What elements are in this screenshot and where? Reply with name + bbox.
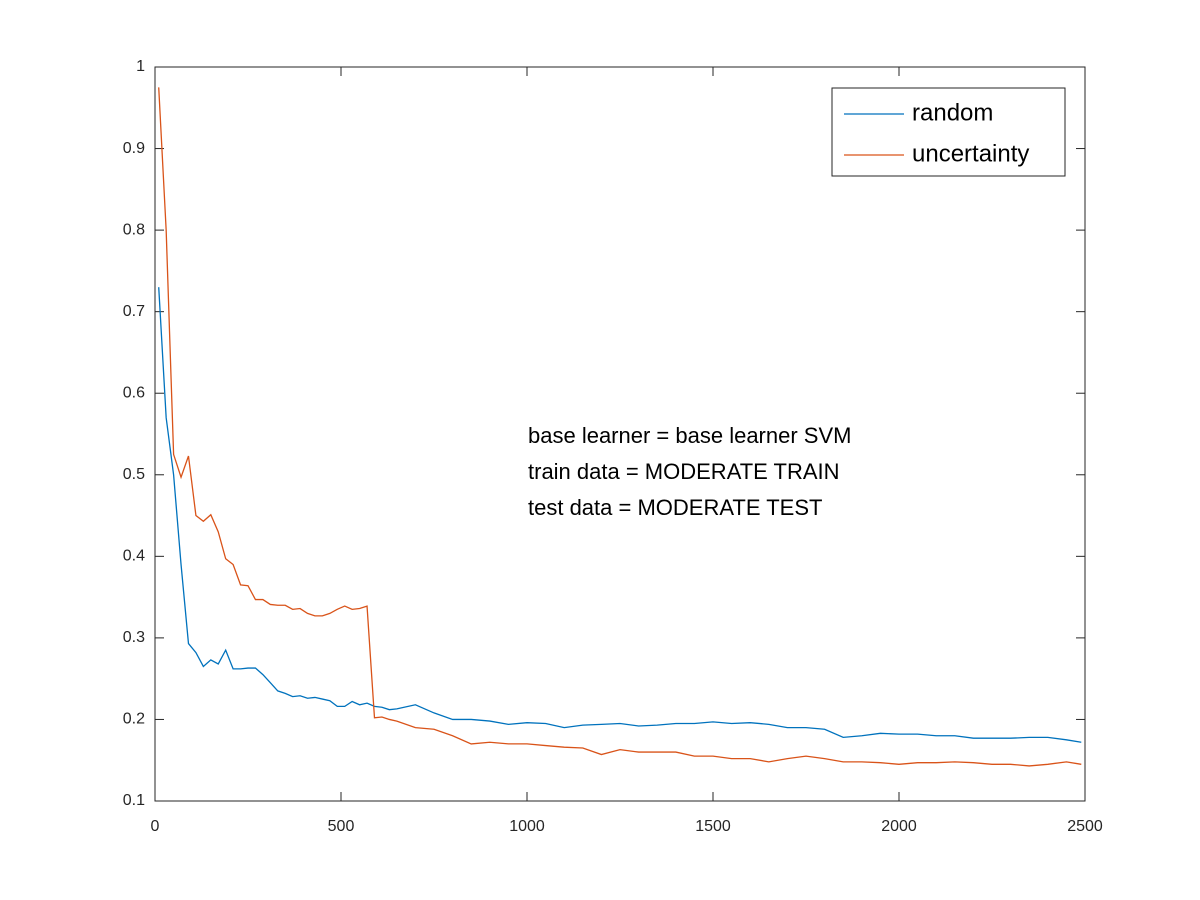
series-line <box>158 87 1082 767</box>
legend-label: uncertainty <box>912 140 1029 167</box>
x-tick-label: 2000 <box>881 818 917 835</box>
y-tick-label: 0.6 <box>123 384 145 401</box>
y-tick-label: 0.4 <box>123 548 145 565</box>
y-tick-label: 0.8 <box>123 221 145 238</box>
legend-box <box>831 87 1066 177</box>
y-tick-label: 0.1 <box>123 792 145 809</box>
x-tick-label: 500 <box>328 818 355 835</box>
series-line <box>158 287 1082 743</box>
y-tick-label: 0.2 <box>123 711 145 728</box>
annotation: test data = MODERATE TEST <box>528 495 822 520</box>
x-tick-label: 1500 <box>695 818 731 835</box>
y-tick-label: 0.3 <box>123 629 145 646</box>
annotation: train data = MODERATE TRAIN <box>528 459 840 484</box>
y-tick-label: 0.7 <box>123 303 145 320</box>
x-tick-label: 1000 <box>509 818 545 835</box>
legend-label: random <box>912 99 993 126</box>
plot-frame <box>154 66 1086 802</box>
y-tick-label: 1 <box>136 58 145 75</box>
y-tick-label: 0.9 <box>123 140 145 157</box>
x-tick-label: 0 <box>151 818 160 835</box>
y-tick-label: 0.5 <box>123 466 145 483</box>
annotation: base learner = base learner SVM <box>528 423 851 448</box>
x-tick-label: 2500 <box>1067 818 1103 835</box>
